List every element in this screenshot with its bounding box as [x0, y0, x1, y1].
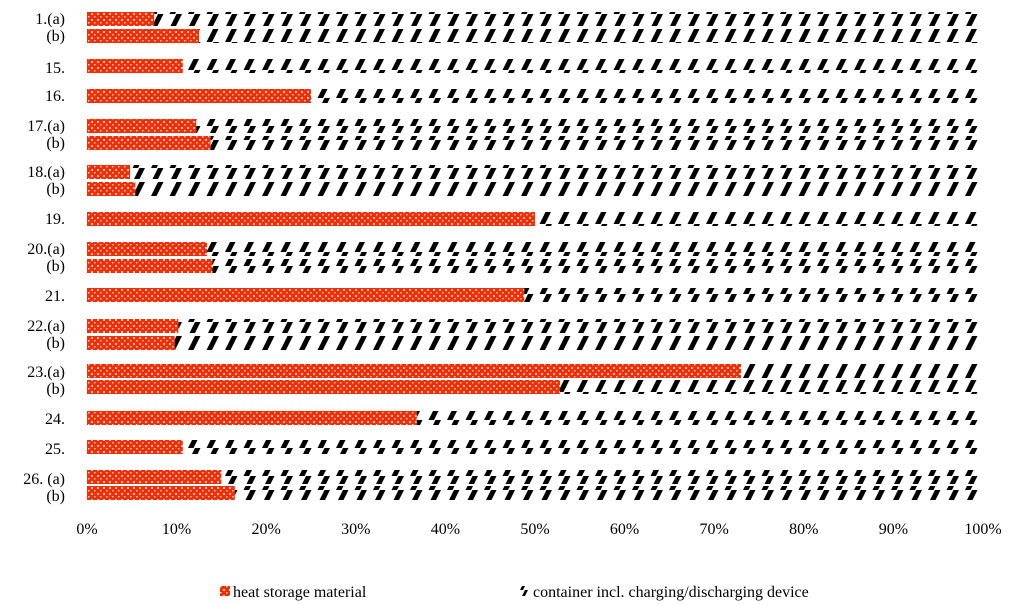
group-label-15: 15. [45, 60, 65, 77]
group-label-26: 26. (a) [23, 471, 65, 488]
group-label-23: 23.(a) [27, 364, 65, 381]
legend-swatch-container [520, 586, 530, 596]
bar-heat-storage-material-20 [87, 486, 235, 500]
group-label-19: 19. [45, 211, 65, 228]
x-tick-label-9: 90% [879, 521, 908, 538]
bar-container-incl-charging-discharging-device-8 [135, 182, 983, 196]
x-tick-label-8: 80% [789, 521, 818, 538]
sub-label-26b: (b) [46, 488, 65, 505]
bar-container-incl-charging-discharging-device-3 [182, 59, 983, 73]
x-tick-label-4: 40% [431, 521, 460, 538]
bar-heat-storage-material-19 [87, 470, 222, 484]
x-tick-label-10: 100% [964, 521, 1001, 538]
bar-heat-storage-material-8 [87, 182, 136, 196]
bar-heat-storage-material-4 [87, 89, 311, 103]
x-tick-label-5: 50% [520, 521, 549, 538]
bar-heat-storage-material-6 [87, 136, 211, 150]
bar-container-incl-charging-discharging-device-10 [207, 242, 984, 256]
bar-container-incl-charging-discharging-device-15 [741, 364, 983, 378]
bar-container-incl-charging-discharging-device-11 [212, 259, 983, 273]
bar-container-incl-charging-discharging-device-19 [221, 470, 983, 484]
sub-label-17b: (b) [46, 135, 65, 152]
bar-heat-storage-material-7 [87, 165, 131, 179]
bar-container-incl-charging-discharging-device-20 [234, 486, 984, 500]
bar-container-incl-charging-discharging-device-13 [178, 319, 984, 333]
legend-item-container: container incl. charging/discharging dev… [520, 584, 809, 601]
bar-heat-storage-material-14 [87, 336, 175, 350]
group-label-22: 22.(a) [27, 318, 65, 335]
bar-heat-storage-material-17 [87, 411, 417, 425]
sub-label-1b: (b) [46, 28, 65, 45]
legend-item-heat-storage: heat storage material [220, 584, 367, 601]
legend: heat storage material container incl. ch… [220, 584, 809, 601]
bar-heat-storage-material-18 [87, 440, 183, 454]
group-label-20: 20.(a) [27, 241, 65, 258]
bar-heat-storage-material-2 [87, 29, 199, 43]
bars-layer [87, 12, 984, 500]
group-label-17: 17.(a) [27, 118, 65, 135]
x-axis-tick-labels: 0% 10% 20% 30% 40% 50% 60% 70% 80% 90% 100% [76, 521, 1001, 538]
x-tick-label-7: 70% [700, 521, 729, 538]
legend-label-heat-storage: heat storage material [233, 584, 367, 601]
category-labels: 1.(a) (b) 15. 16. 17.(a) (b) 18.(a) (b) … [23, 11, 65, 505]
group-label-21: 21. [45, 288, 65, 305]
bar-container-incl-charging-discharging-device-9 [535, 212, 983, 226]
legend-label-container: container incl. charging/discharging dev… [533, 584, 809, 601]
bar-heat-storage-material-11 [87, 259, 213, 273]
group-label-18: 18.(a) [27, 164, 65, 181]
bar-heat-storage-material-12 [87, 288, 525, 302]
group-label-1: 1.(a) [35, 11, 65, 28]
bar-container-incl-charging-discharging-device-4 [311, 89, 983, 103]
bar-container-incl-charging-discharging-device-7 [130, 165, 983, 179]
group-label-25: 25. [45, 441, 65, 458]
sub-label-23b: (b) [46, 381, 65, 398]
bar-heat-storage-material-16 [87, 380, 561, 394]
x-tick-label-3: 30% [341, 521, 370, 538]
x-tick-label-2: 20% [252, 521, 281, 538]
bar-container-incl-charging-discharging-device-1 [154, 12, 983, 26]
bar-heat-storage-material-13 [87, 319, 179, 333]
bar-container-incl-charging-discharging-device-6 [210, 136, 983, 150]
group-label-24: 24. [45, 411, 65, 428]
sub-label-18b: (b) [46, 181, 65, 198]
bar-container-incl-charging-discharging-device-2 [199, 29, 983, 43]
bar-heat-storage-material-15 [87, 364, 742, 378]
sub-label-22b: (b) [46, 335, 65, 352]
x-tick-label-0: 0% [76, 521, 97, 538]
bar-heat-storage-material-1 [87, 12, 155, 26]
legend-swatch-heat-storage [220, 586, 230, 596]
bar-heat-storage-material-5 [87, 119, 197, 133]
x-tick-label-6: 60% [610, 521, 639, 538]
bar-container-incl-charging-discharging-device-18 [182, 440, 983, 454]
bar-heat-storage-material-3 [87, 59, 183, 73]
bar-container-incl-charging-discharging-device-16 [560, 380, 983, 394]
bar-container-incl-charging-discharging-device-14 [174, 336, 984, 350]
bar-container-incl-charging-discharging-device-17 [416, 411, 983, 425]
x-tick-label-1: 10% [162, 521, 191, 538]
bar-container-incl-charging-discharging-device-12 [524, 288, 983, 302]
group-label-16: 16. [45, 88, 65, 105]
sub-label-20b: (b) [46, 258, 65, 275]
bar-heat-storage-material-10 [87, 242, 208, 256]
bar-heat-storage-material-9 [87, 212, 535, 226]
bar-container-incl-charging-discharging-device-5 [196, 119, 983, 133]
